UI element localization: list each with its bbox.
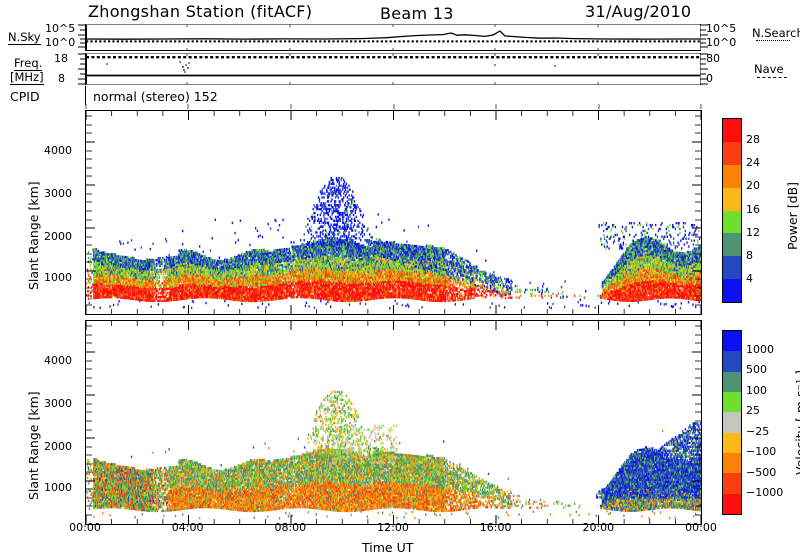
nsearch-line-key xyxy=(756,40,790,41)
colorbar-cell-7 xyxy=(723,279,741,302)
nsky-left-tick-bottom: 10^0 xyxy=(45,36,75,49)
nsky-left-label: N.Sky xyxy=(8,30,41,45)
freq-left-label-line2: [MHz] xyxy=(10,70,44,85)
colorbar-tick: −100 xyxy=(746,445,776,458)
beam-label: Beam 13 xyxy=(380,4,454,23)
page-title: Zhongshan Station (fitACF) xyxy=(88,2,312,21)
colorbar-cell-1 xyxy=(723,142,741,165)
colorbar-cell-4 xyxy=(723,412,741,432)
freq-right-axis-ticks xyxy=(700,53,708,86)
nsky-panel xyxy=(85,24,701,51)
date-label: 31/Aug/2010 xyxy=(585,2,691,21)
nsearch-right-label: N.Search xyxy=(752,26,800,40)
velocity-yaxis-label: Slant Range [km] xyxy=(26,391,41,500)
velocity-colorbar xyxy=(722,330,742,515)
colorbar-cell-5 xyxy=(723,233,741,256)
velocity-ytick-4000: 4000 xyxy=(44,354,72,367)
colorbar-tick: 28 xyxy=(746,133,760,146)
colorbar-tick: 25 xyxy=(746,404,760,417)
cpid-label: CPID xyxy=(10,89,40,104)
velocity-ytick-2000: 2000 xyxy=(44,440,72,453)
colorbar-tick: 4 xyxy=(746,272,753,285)
power-colorbar-title: Power [dB] xyxy=(785,182,800,250)
xaxis-label: Time UT xyxy=(362,540,413,555)
cpid-value: normal (stereo) 152 xyxy=(93,89,218,104)
nave-right-tick-top: 80 xyxy=(706,52,720,65)
colorbar-tick: 8 xyxy=(746,249,753,262)
xaxis-tick: 16:00 xyxy=(472,521,520,534)
colorbar-tick: −25 xyxy=(746,425,769,438)
nsky-right-axis-ticks xyxy=(700,24,708,52)
freq-left-label-line1: Freq. xyxy=(14,56,42,71)
colorbar-tick: 24 xyxy=(746,156,760,169)
xaxis-tick: 04:00 xyxy=(164,521,212,534)
power-ytick-2000: 2000 xyxy=(44,230,72,243)
cpid-divider xyxy=(85,86,86,105)
colorbar-tick: 20 xyxy=(746,179,760,192)
velocity-colorbar-title: Velocity [ m s⁻¹ ] xyxy=(793,370,800,475)
colorbar-cell-3 xyxy=(723,188,741,211)
colorbar-cell-1 xyxy=(723,351,741,371)
colorbar-tick: 16 xyxy=(746,203,760,216)
colorbar-cell-6 xyxy=(723,256,741,279)
power-colorbar xyxy=(722,118,742,303)
freq-left-tick-bottom: 8 xyxy=(58,72,65,85)
freq-left-tick-top: 18 xyxy=(54,52,68,65)
velocity-ytick-1000: 1000 xyxy=(44,481,72,494)
colorbar-cell-0 xyxy=(723,119,741,142)
power-ytick-3000: 3000 xyxy=(44,187,72,200)
colorbar-cell-5 xyxy=(723,433,741,453)
xaxis-tick: 00:00 xyxy=(677,521,725,534)
colorbar-cell-0 xyxy=(723,331,741,351)
xaxis-tick: 20:00 xyxy=(574,521,622,534)
velocity-ytick-3000: 3000 xyxy=(44,397,72,410)
colorbar-tick: −500 xyxy=(746,466,776,479)
colorbar-cell-7 xyxy=(723,473,741,493)
power-yaxis-label: Slant Range [km] xyxy=(26,181,41,290)
nave-line-key xyxy=(757,77,787,78)
nsky-right-tick-top: 10^5 xyxy=(706,22,736,35)
colorbar-tick: 1000 xyxy=(746,343,774,356)
colorbar-cell-6 xyxy=(723,453,741,473)
colorbar-tick: −1000 xyxy=(746,486,783,499)
colorbar-cell-8 xyxy=(723,494,741,514)
nave-right-label: Nave xyxy=(754,62,784,76)
xaxis-tick: 08:00 xyxy=(266,521,314,534)
colorbar-tick: 100 xyxy=(746,384,767,397)
power-ytick-4000: 4000 xyxy=(44,144,72,157)
power-panel[interactable] xyxy=(85,110,702,315)
freq-left-axis-ticks xyxy=(78,53,86,86)
nsky-left-tick-top: 10^5 xyxy=(45,22,75,35)
power-ytick-1000: 1000 xyxy=(44,271,72,284)
xaxis-tick: 00:00 xyxy=(61,521,109,534)
colorbar-tick: 500 xyxy=(746,363,767,376)
cpid-axis-ticks xyxy=(85,104,702,109)
velocity-panel[interactable] xyxy=(85,320,702,525)
xaxis-tick: 12:00 xyxy=(369,521,417,534)
colorbar-cell-4 xyxy=(723,211,741,234)
nsky-left-axis-ticks xyxy=(78,24,86,52)
nsky-right-tick-bottom: 10^0 xyxy=(706,36,736,49)
colorbar-cell-3 xyxy=(723,392,741,412)
colorbar-tick: 12 xyxy=(746,226,760,239)
colorbar-cell-2 xyxy=(723,372,741,392)
colorbar-cell-2 xyxy=(723,165,741,188)
freq-panel xyxy=(85,53,701,85)
